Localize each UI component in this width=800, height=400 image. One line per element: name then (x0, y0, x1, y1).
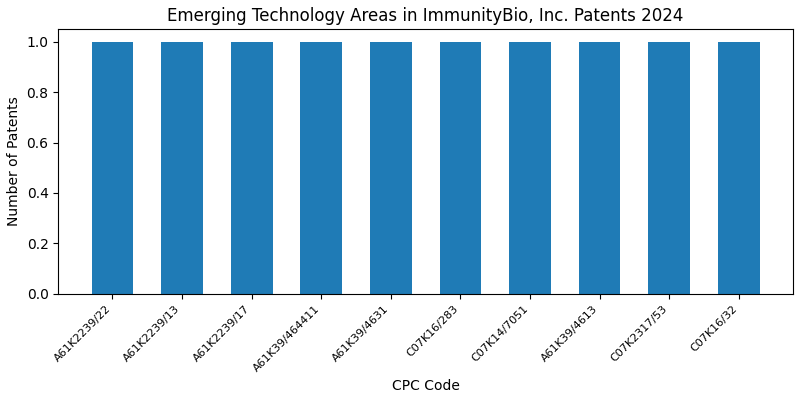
Bar (162, 42, 203, 294)
Title: Emerging Technology Areas in ImmunityBio, Inc. Patents 2024: Emerging Technology Areas in ImmunityBio… (167, 7, 684, 25)
X-axis label: CPC Code: CPC Code (392, 379, 459, 393)
Bar (92, 42, 134, 294)
Bar (370, 42, 412, 294)
Bar (230, 42, 273, 294)
Y-axis label: Number of Patents: Number of Patents (7, 97, 21, 226)
Bar (439, 42, 482, 294)
Bar (648, 42, 690, 294)
Bar (509, 42, 551, 294)
Bar (300, 42, 342, 294)
Bar (718, 42, 760, 294)
Bar (578, 42, 621, 294)
